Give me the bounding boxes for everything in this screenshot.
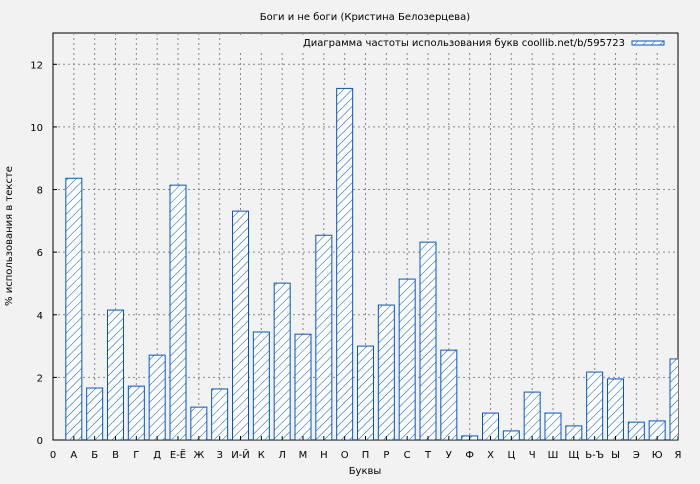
- x-tick-label: В: [112, 450, 119, 461]
- x-tick-label: 0: [50, 450, 56, 461]
- bar-Б: [86, 387, 104, 440]
- y-tick-label: 2: [37, 373, 43, 384]
- x-tick-label: Б: [91, 450, 98, 461]
- x-tick-label: Э: [633, 450, 640, 461]
- y-tick-label: 6: [37, 248, 43, 259]
- y-tick-label: 12: [30, 60, 43, 71]
- bar-Е-Ё: [169, 184, 187, 440]
- x-axis-label: Буквы: [349, 466, 382, 477]
- x-tick-label: А: [70, 450, 77, 461]
- bar-Ь-Ъ: [586, 371, 604, 440]
- bar-В: [107, 309, 124, 440]
- x-tick-label: Ч: [529, 450, 536, 461]
- x-tick-label: У: [446, 450, 452, 461]
- y-tick-label: 8: [37, 186, 43, 197]
- x-tick-label: Л: [278, 450, 286, 461]
- bar-С: [398, 278, 416, 440]
- bar-Г: [127, 385, 145, 440]
- x-tick-label: Д: [153, 450, 161, 461]
- bar-Ю: [648, 420, 666, 440]
- bar-А: [65, 177, 83, 440]
- bar-П: [357, 345, 374, 440]
- bar-Х: [482, 412, 499, 440]
- x-tick-label: Т: [424, 450, 432, 461]
- bar-Н: [315, 234, 333, 440]
- x-tick-label: З: [216, 450, 222, 461]
- bar-Ж: [190, 406, 208, 440]
- x-tick-label: Х: [487, 450, 494, 461]
- legend-background: [240, 35, 676, 51]
- x-tick-label: Я: [675, 450, 682, 461]
- bar-З: [211, 388, 229, 440]
- y-tick-label: 10: [30, 123, 43, 134]
- x-tick-label: Ь-Ъ: [585, 450, 604, 461]
- legend-swatch: [631, 40, 665, 46]
- bar-Ш: [544, 412, 562, 440]
- bar-Р: [377, 304, 395, 440]
- bar-Л: [273, 282, 291, 440]
- x-tick-label: О: [341, 450, 349, 461]
- x-tick-label: Ф: [465, 450, 474, 461]
- x-tick-label: П: [362, 450, 370, 461]
- x-tick-label: Ы: [611, 450, 620, 461]
- x-tick-label: С: [404, 450, 411, 461]
- grid-lines: [53, 33, 678, 440]
- bar-Ы: [607, 378, 624, 440]
- bar-Я: [669, 358, 678, 440]
- x-tick-label: Ш: [548, 450, 559, 461]
- x-tick-label: М: [299, 450, 308, 461]
- bar-Д: [148, 354, 166, 440]
- y-tick-label: 4: [37, 311, 43, 322]
- x-tick-label: Ц: [507, 450, 515, 461]
- legend-label: Диаграмма частоты использования букв coo…: [303, 38, 625, 49]
- x-tick-label: Щ: [568, 450, 579, 461]
- x-tick-label: Ю: [652, 450, 663, 461]
- x-tick-label: Ж: [193, 450, 204, 461]
- bar-О: [336, 87, 354, 440]
- bar-М: [294, 333, 312, 440]
- y-axis-label: % использования в тексте: [4, 166, 15, 306]
- bar-Ц: [502, 430, 520, 440]
- bar-Ч: [523, 391, 541, 440]
- x-tick-label: Р: [383, 450, 389, 461]
- x-tick-label: И-Й: [231, 448, 250, 461]
- x-tick-label: Е-Ё: [170, 448, 186, 461]
- y-tick-label: 0: [37, 436, 43, 447]
- x-tick-label: Н: [320, 450, 328, 461]
- bars: [65, 87, 678, 440]
- ticks: 0 А Б В Г Д Е-Ё Ж З И-Й К Л М Н О П Р С Т У Ф Х Ц Ч Ш Щ Ь-Ъ Ы Э Ю Я 0 2 4…: [30, 60, 681, 461]
- x-tick-label: Г: [133, 450, 139, 461]
- bar-Т: [419, 241, 437, 440]
- bar-К: [252, 331, 270, 440]
- bar-И-Й: [232, 210, 249, 440]
- x-tick-label: К: [258, 450, 265, 461]
- chart-title: Боги и не боги (Кристина Белозерцева): [260, 12, 471, 23]
- bar-У: [440, 349, 458, 440]
